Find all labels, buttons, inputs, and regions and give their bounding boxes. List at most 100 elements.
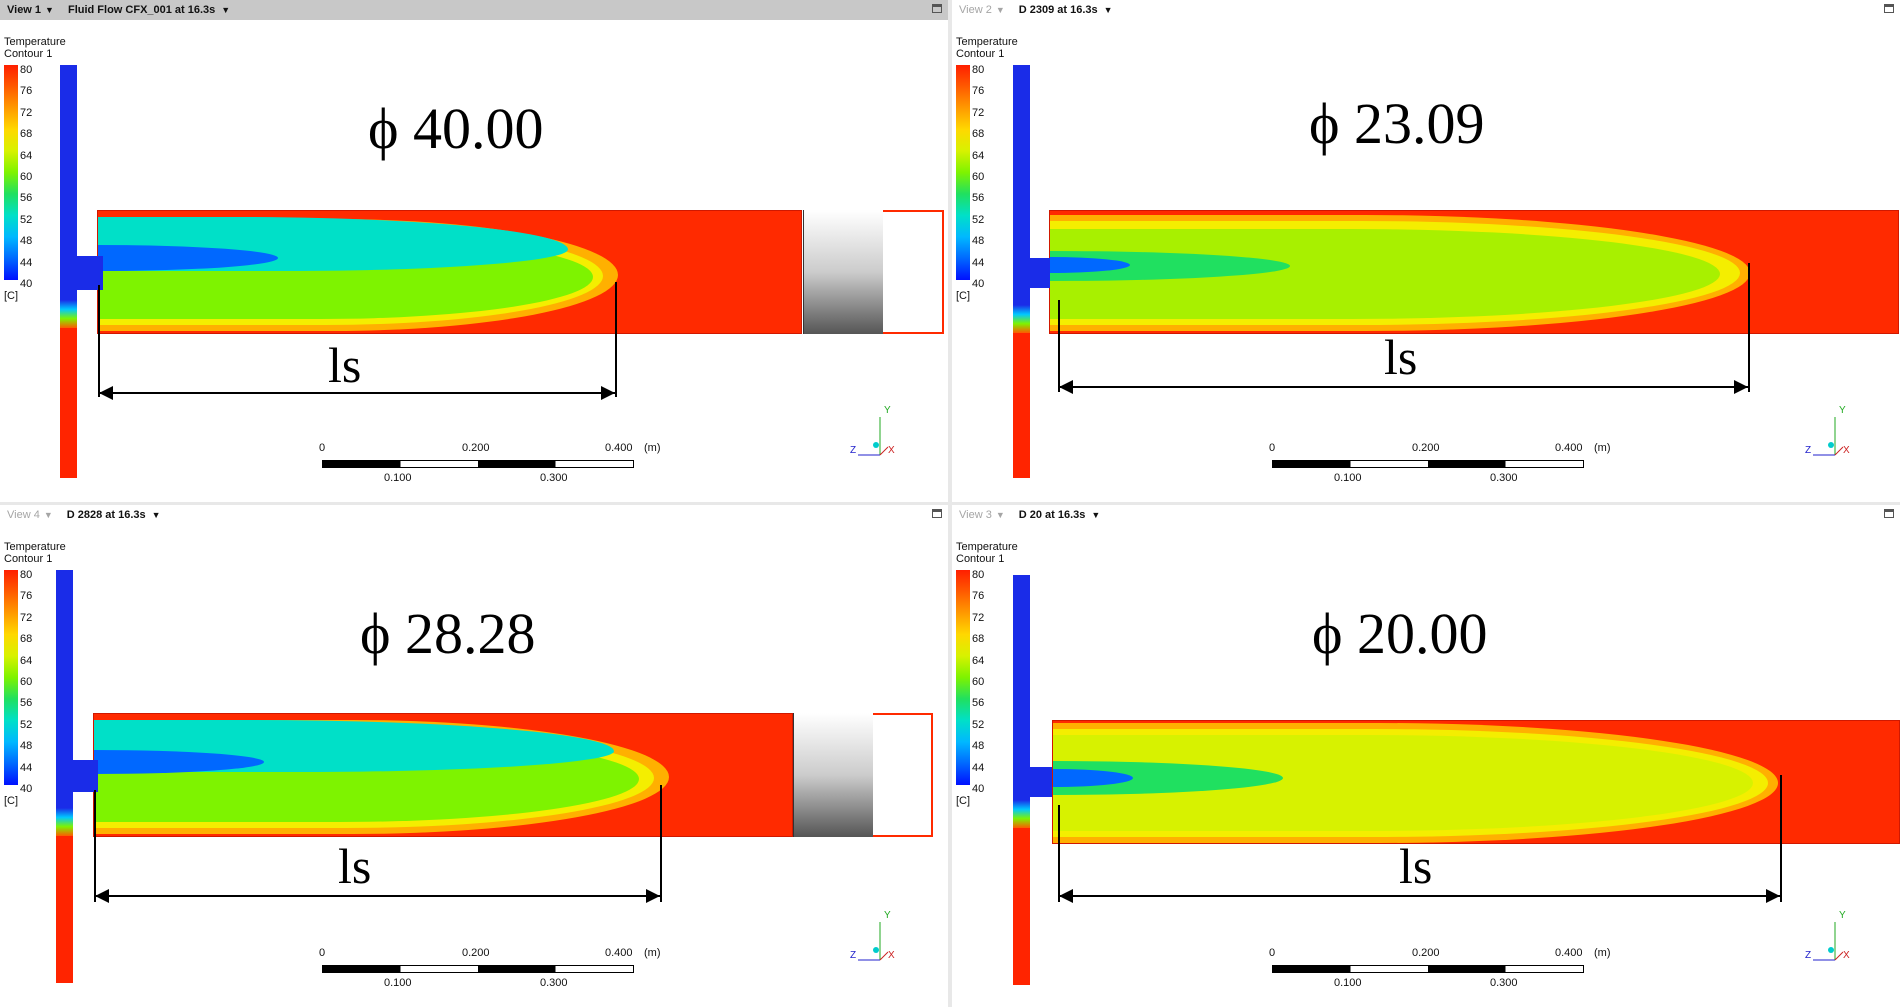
legend-tick: 60 <box>972 676 985 689</box>
viewport-view-3[interactable]: View 3 ▼ D 20 at 16.3s ▼ Temperature Contou… <box>952 505 1900 1007</box>
view-name: View 3 <box>959 509 992 521</box>
chevron-down-icon: ▼ <box>995 5 1005 15</box>
diameter-label: ϕ 20.00 <box>1312 601 1488 666</box>
case-title: Fluid Flow CFX_001 at 16.3s <box>67 4 216 16</box>
axis-triad-icon <box>1813 922 1844 961</box>
maximize-icon[interactable] <box>1884 509 1894 518</box>
z-axis-label: Z <box>850 950 857 961</box>
legend-subtitle: Contour 1 <box>956 553 1005 565</box>
legend-tick: 48 <box>20 235 33 248</box>
case-title: D 2828 at 16.3s <box>66 509 146 521</box>
legend-tick: 56 <box>972 697 985 710</box>
legend-tick: 52 <box>972 718 985 731</box>
viewport-view-1[interactable]: View 1 ▼ Fluid Flow CFX_001 at 16.3s ▼ Tem… <box>0 0 948 502</box>
outlet-box <box>883 210 944 334</box>
legend-tick: 56 <box>972 192 985 205</box>
case-selector[interactable]: Fluid Flow CFX_001 at 16.3s ▼ <box>68 4 230 16</box>
ls-label: ls <box>338 838 372 894</box>
chevron-down-icon: ▼ <box>43 510 53 520</box>
view-selector[interactable]: View 3 ▼ <box>959 509 1005 521</box>
legend-subtitle: Contour 1 <box>956 48 1005 60</box>
view-selector[interactable]: View 2 ▼ <box>959 4 1005 16</box>
legend-tick: 40 <box>972 783 985 796</box>
scale-label: 0.400 <box>605 947 633 959</box>
legend-variable: Temperature <box>956 36 1018 48</box>
ls-label: ls <box>1399 838 1433 894</box>
x-axis-label: X <box>1843 950 1850 961</box>
ls-label: ls <box>1384 329 1418 385</box>
view-selector[interactable]: View 1 ▼ <box>7 4 54 16</box>
legend-variable: Temperature <box>4 36 66 48</box>
axis-triad-icon <box>1813 417 1844 456</box>
view-name: View 1 <box>7 4 42 16</box>
maximize-icon[interactable] <box>932 4 942 13</box>
legend-ticks: 80 76 72 68 64 60 56 52 48 44 40 <box>972 565 984 800</box>
ls-label: ls <box>328 337 362 393</box>
case-title: D 20 at 16.3s <box>1018 509 1086 521</box>
legend-variable: Temperature <box>956 541 1018 553</box>
outlet-cylinder <box>803 210 884 334</box>
maximize-icon[interactable] <box>932 509 942 518</box>
viewport-view-4[interactable]: View 4 ▼ D 2828 at 16.3s ▼ Temperature Cont… <box>0 505 948 1007</box>
legend-tick: 80 <box>20 569 33 581</box>
scale-label: 0.200 <box>462 947 490 959</box>
z-axis-label: Z <box>1805 445 1812 456</box>
case-title: D 2309 at 16.3s <box>1018 4 1098 16</box>
axis-triad: Y Z X <box>1805 910 1855 970</box>
scale-unit: (m) <box>644 442 661 454</box>
viewport-header: View 4 ▼ D 2828 at 16.3s ▼ <box>0 505 948 525</box>
legend-colorbar <box>4 570 18 785</box>
ls-end-line <box>660 785 662 902</box>
scale-label: 0.200 <box>1412 442 1440 454</box>
scale-bar: 0 0.200 0.400 (m) 0.100 0.300 <box>319 945 661 1005</box>
case-selector[interactable]: D 2828 at 16.3s ▼ <box>67 509 161 521</box>
legend-tick: 76 <box>20 590 33 603</box>
ls-dimension-arrow <box>1059 380 1748 394</box>
diameter-label: ϕ 28.28 <box>360 601 536 666</box>
scale-bar-graphic <box>1272 965 1584 973</box>
ls-start-line <box>94 790 96 902</box>
legend-tick: 64 <box>20 654 33 667</box>
legend-tick: 72 <box>20 106 33 119</box>
legend-tick: 60 <box>972 171 985 184</box>
scale-label: 0.400 <box>605 442 633 454</box>
scale-label: 0.300 <box>540 977 568 989</box>
case-selector[interactable]: D 2309 at 16.3s ▼ <box>1019 4 1113 16</box>
legend-tick: 52 <box>20 718 33 731</box>
horizontal-separator[interactable] <box>0 502 1900 505</box>
legend-tick: 40 <box>972 278 985 291</box>
y-axis-label: Y <box>884 405 891 416</box>
x-axis-label: X <box>888 445 895 456</box>
legend-tick: 72 <box>972 611 985 624</box>
view-selector[interactable]: View 4 ▼ <box>7 509 53 521</box>
maximize-icon[interactable] <box>1884 4 1894 13</box>
outlet-cylinder <box>793 713 874 837</box>
scale-label: 0 <box>1269 442 1276 454</box>
case-selector[interactable]: D 20 at 16.3s ▼ <box>1019 509 1101 521</box>
temperature-contour-duct <box>97 210 802 334</box>
viewport-view-2[interactable]: View 2 ▼ D 2309 at 16.3s ▼ Temperature Cont… <box>952 0 1900 502</box>
scale-label: 0.100 <box>1334 472 1362 484</box>
legend-tick: 80 <box>20 64 33 76</box>
nozzle <box>65 256 103 290</box>
legend-tick: 68 <box>972 128 985 141</box>
scale-label: 0.300 <box>1490 472 1518 484</box>
scale-label: 0.400 <box>1555 442 1583 454</box>
scale-unit: (m) <box>1594 442 1611 454</box>
scale-label: 0.300 <box>1490 977 1518 989</box>
legend-tick: 76 <box>972 590 985 603</box>
legend-tick: 40 <box>20 783 33 796</box>
legend-tick: 44 <box>972 761 985 774</box>
legend-tick: 44 <box>20 256 33 269</box>
legend-tick: 68 <box>972 633 985 646</box>
ls-start-line <box>98 285 100 397</box>
inlet-pipe <box>60 65 77 478</box>
ls-dimension-arrow <box>99 386 615 400</box>
legend-tick: 60 <box>20 676 33 689</box>
chevron-down-icon: ▼ <box>1091 510 1101 520</box>
scale-label: 0.200 <box>462 442 490 454</box>
legend-colorbar <box>4 65 18 280</box>
diameter-label: ϕ 23.09 <box>1309 91 1485 156</box>
inlet-pipe <box>1013 575 1030 985</box>
